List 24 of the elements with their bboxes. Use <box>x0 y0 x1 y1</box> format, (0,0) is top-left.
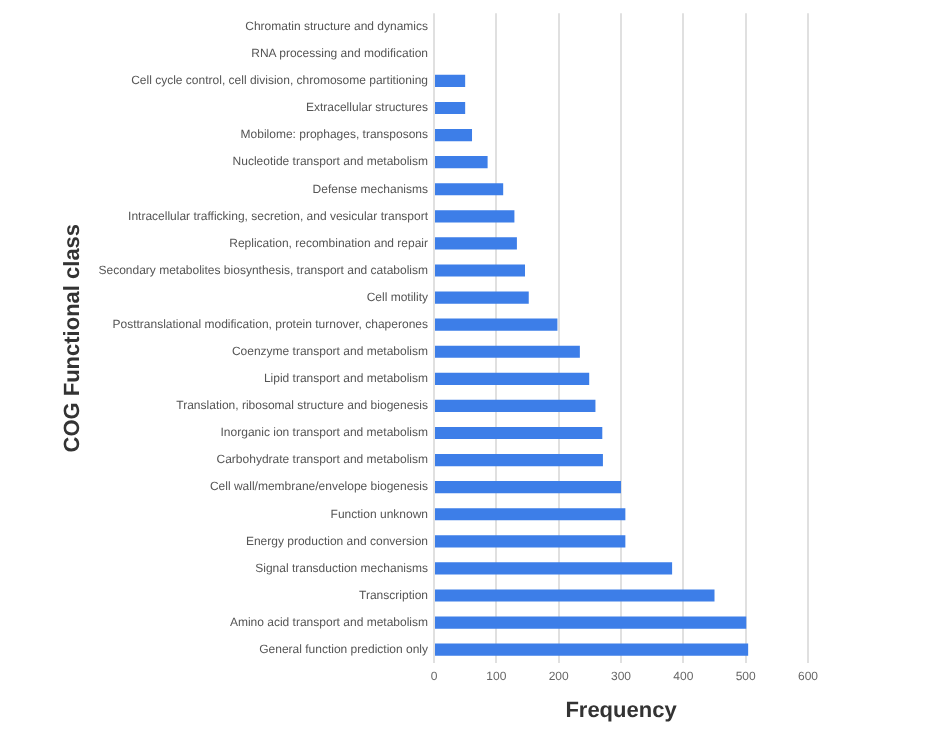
bar <box>435 101 466 115</box>
bar <box>435 399 596 412</box>
bar <box>435 535 626 548</box>
bar <box>435 264 526 277</box>
x-axis-title: Frequency <box>565 698 679 723</box>
bar <box>435 156 488 169</box>
y-axis-title: COG Functional class <box>61 223 86 453</box>
bar <box>435 616 747 629</box>
bar <box>435 508 626 521</box>
bar <box>435 291 529 304</box>
bar <box>435 453 603 467</box>
bar <box>435 562 673 575</box>
bar <box>435 210 515 223</box>
bar <box>435 426 603 440</box>
bar <box>435 74 466 87</box>
bar <box>435 128 473 142</box>
bar <box>435 372 590 385</box>
bar <box>435 237 517 250</box>
bar <box>435 345 580 358</box>
bar <box>435 481 621 494</box>
bar <box>435 643 749 656</box>
bar <box>435 318 558 331</box>
bar <box>435 589 715 602</box>
bar <box>435 183 504 196</box>
